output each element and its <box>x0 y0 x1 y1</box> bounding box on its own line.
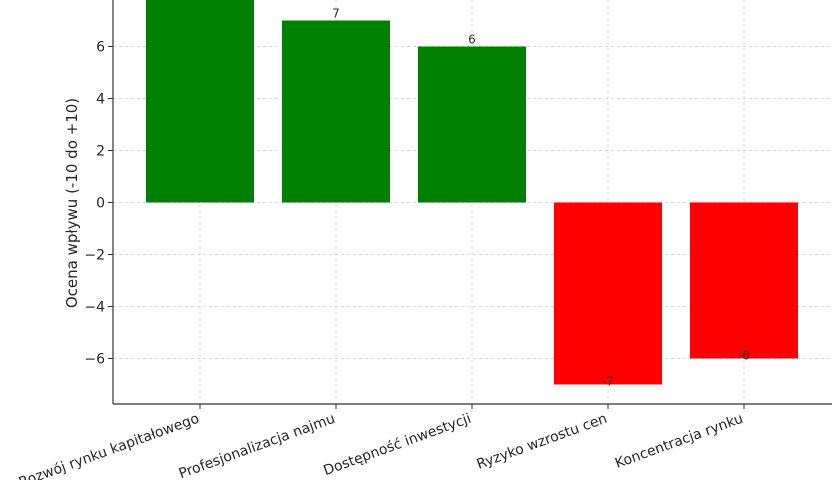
bar <box>282 20 390 203</box>
data-label: 6 <box>468 33 476 47</box>
x-tick-label: Dostępność inwestycji <box>321 411 473 479</box>
x-tick-label: Ryzyko wzrostu cen <box>475 411 610 473</box>
y-tick-label: 6 <box>96 40 105 56</box>
data-label: -7 <box>602 375 614 389</box>
data-label: -6 <box>738 349 750 363</box>
bar <box>418 46 526 203</box>
data-label: 7 <box>332 7 340 21</box>
x-tick-label: Rozwój rynku kapitałowego <box>17 411 202 480</box>
y-tick-label: −6 <box>84 352 105 368</box>
bar <box>146 0 254 203</box>
bar <box>554 202 662 385</box>
axes <box>108 0 832 409</box>
bar <box>690 202 798 359</box>
y-tick-label: −2 <box>84 248 105 264</box>
y-tick-label: 2 <box>96 144 105 160</box>
x-tick-label: Koncentracja rynku <box>613 411 745 472</box>
x-tick-label: Profesjonalizacja najmu <box>177 411 338 480</box>
y-tick-label: −4 <box>84 300 105 316</box>
y-axis-title: Ocena wpływu (-10 do +10) <box>63 98 81 308</box>
bars <box>146 0 798 385</box>
y-tick-label: 0 <box>96 196 105 212</box>
y-tick-label: 4 <box>96 92 105 108</box>
y-tick-label: 8 <box>96 0 105 4</box>
